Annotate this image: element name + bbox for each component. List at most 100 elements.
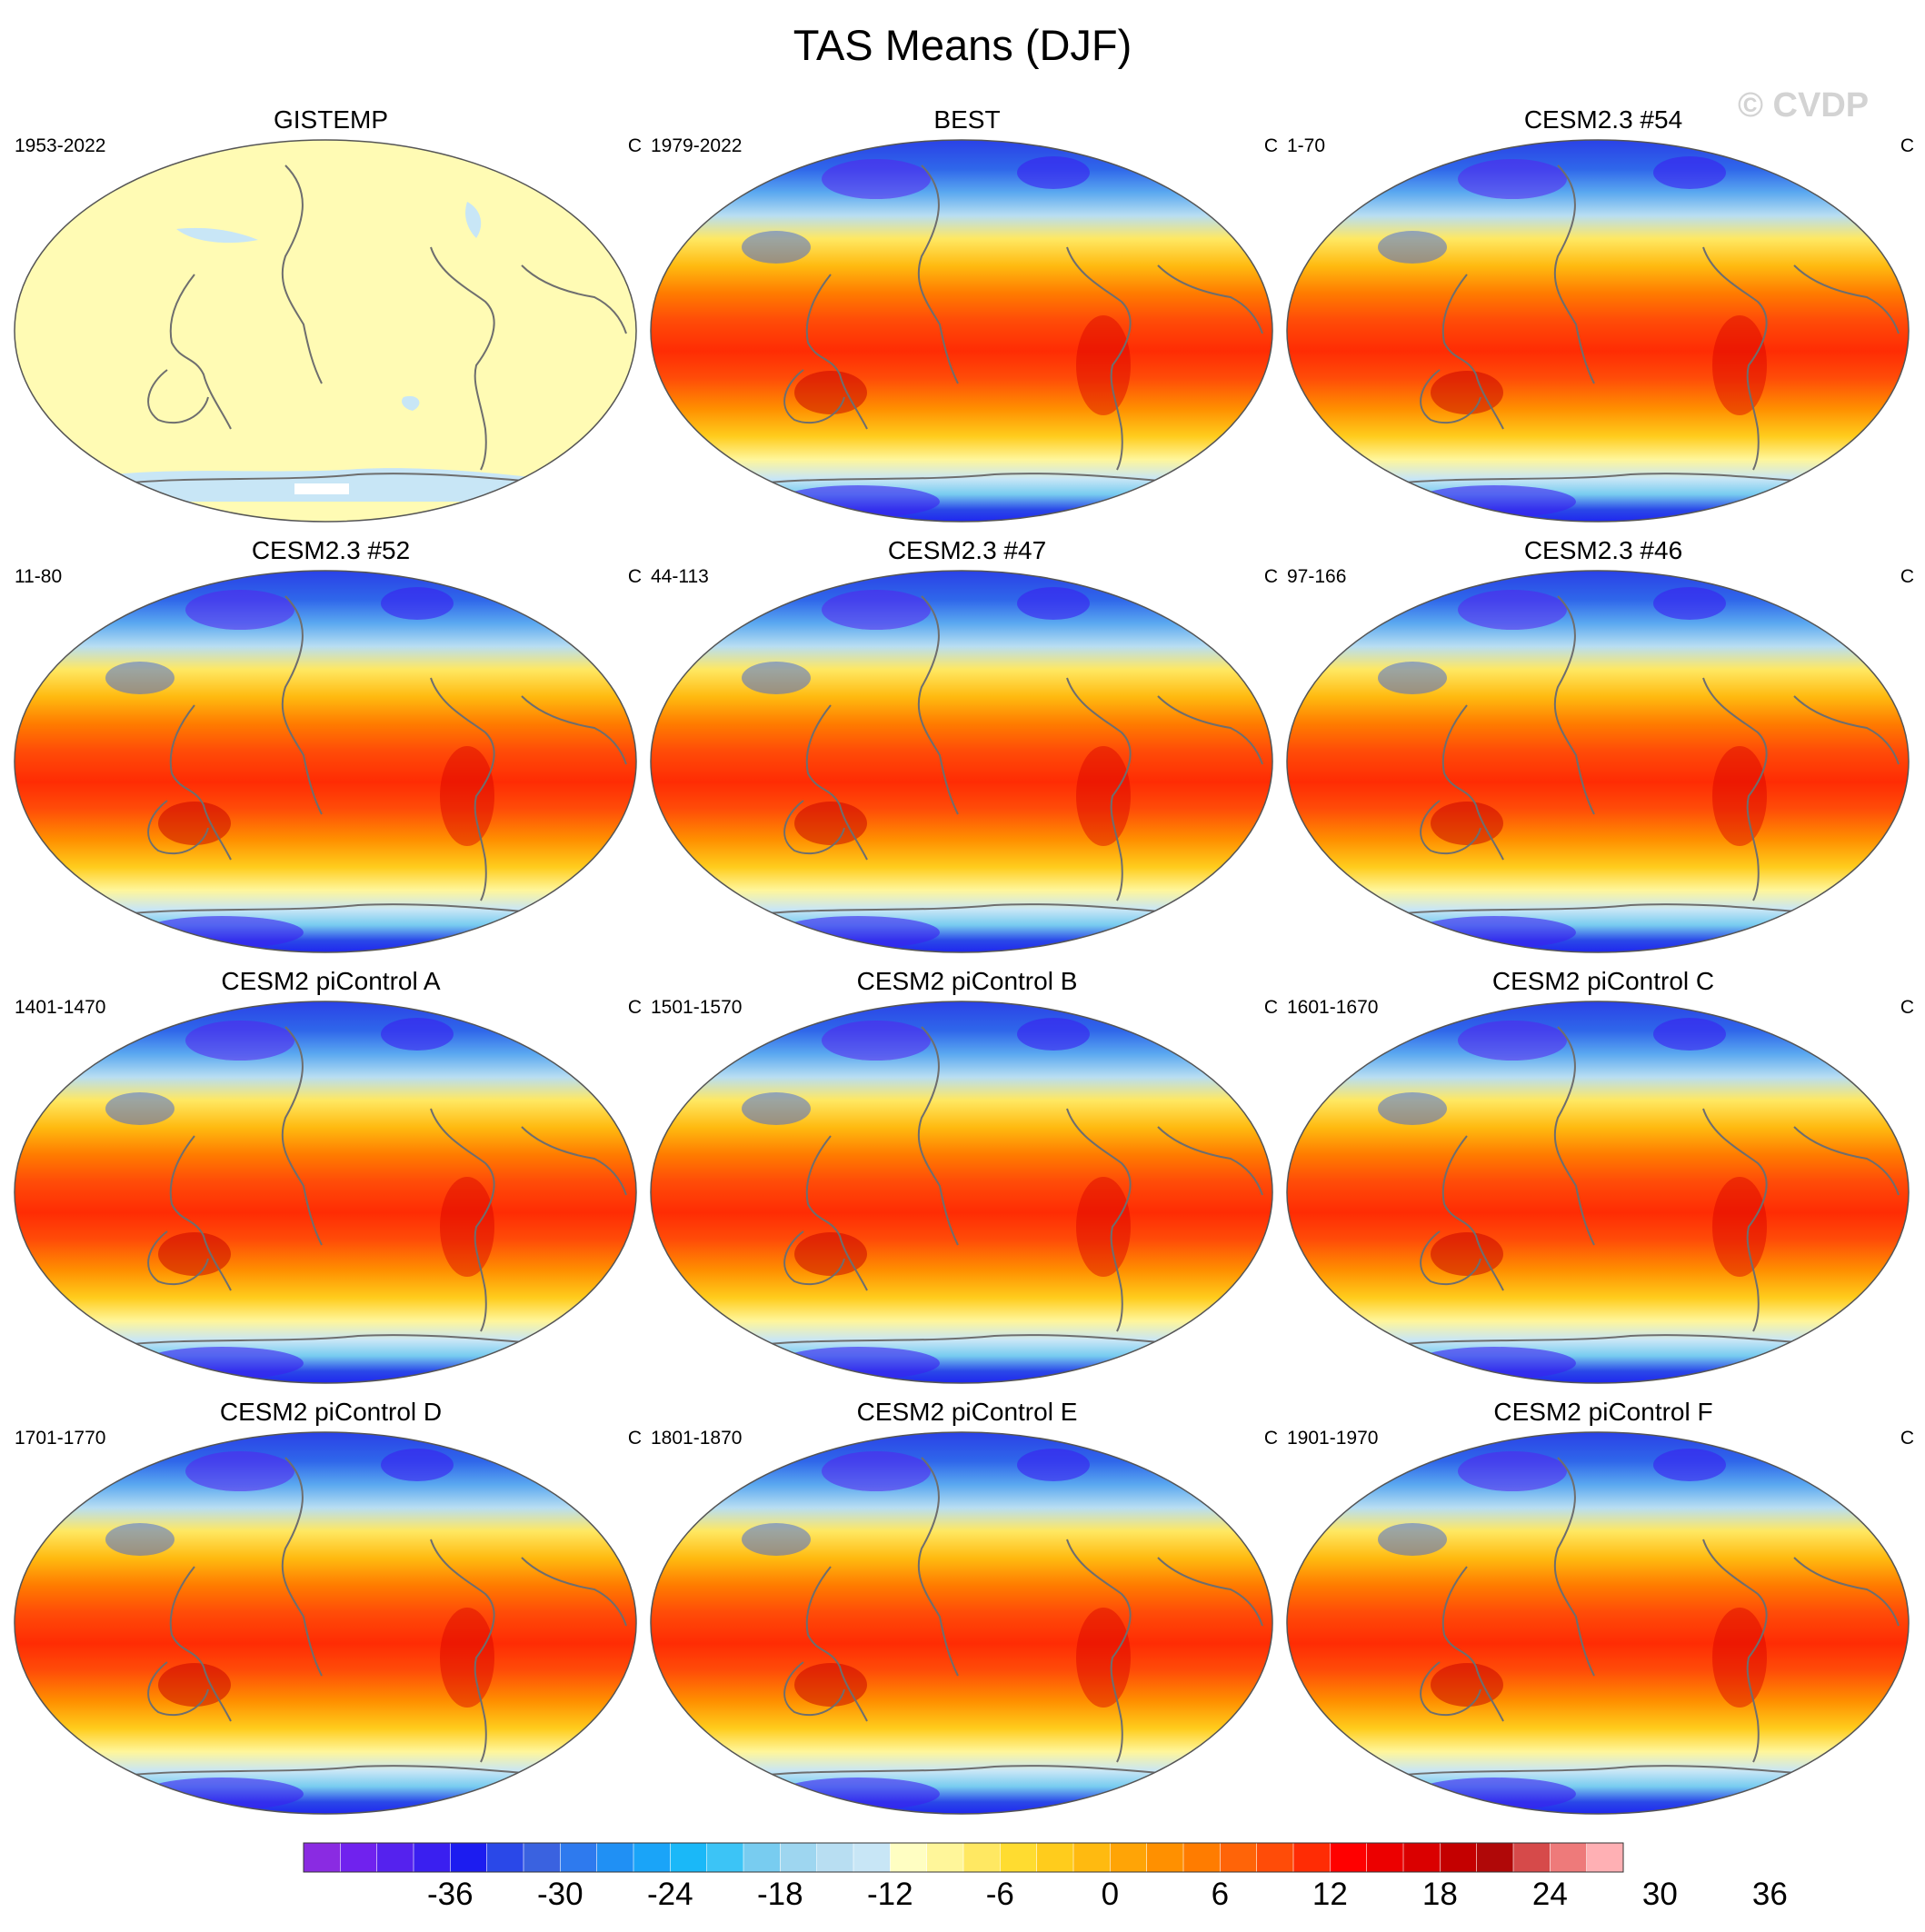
map-field: [650, 139, 1273, 523]
map-field: [14, 570, 637, 953]
colorbar-swatch: [1292, 1842, 1332, 1873]
map-panel: CESM2.3 #54 1-70 C: [1285, 105, 1921, 533]
panel-title: CESM2.3 #46: [1523, 536, 1683, 564]
panel-units: C: [1900, 566, 1914, 587]
panel-units: C: [1900, 135, 1914, 156]
colorbar-swatch: [303, 1842, 342, 1873]
colorbar-swatch: [1000, 1842, 1038, 1873]
map-field: [1286, 1001, 1910, 1384]
panel-units: C: [627, 1428, 642, 1449]
map-field: [650, 570, 1273, 953]
colorbar-swatch: [780, 1842, 818, 1873]
colorbar-swatch: [816, 1842, 854, 1873]
map-field: [14, 1431, 637, 1815]
panel-period: 11-80: [15, 566, 63, 587]
colorbar-swatch: [1110, 1842, 1148, 1873]
panel-period: 1801-1870: [651, 1428, 743, 1449]
map-panel: CESM2 piControl A 1401-1470 C: [13, 967, 649, 1394]
colorbar-swatch: [1036, 1842, 1074, 1873]
panel-units: C: [1263, 135, 1278, 156]
colorbar-swatch: [523, 1842, 562, 1873]
colorbar-swatch: [560, 1842, 598, 1873]
colorbar-tick-label: 18: [1422, 1877, 1458, 1912]
colorbar-swatch: [1330, 1842, 1368, 1873]
map-field: [1286, 1431, 1910, 1815]
colorbar-swatch: [596, 1842, 634, 1873]
map-field: [14, 139, 637, 523]
map-panel: CESM2.3 #52 11-80 C: [13, 536, 649, 963]
colorbar-swatch: [1550, 1842, 1588, 1873]
panel-units: C: [1900, 1428, 1914, 1449]
map-panel: GISTEMP 1953-2022 C: [13, 105, 649, 533]
panel-units: C: [1263, 566, 1278, 587]
panel-period: 1979-2022: [651, 135, 743, 156]
colorbar-swatch: [1220, 1842, 1258, 1873]
panel-title: GISTEMP: [273, 105, 388, 134]
map-panel: CESM2 piControl B 1501-1570 C: [649, 967, 1285, 1394]
map-panel: CESM2.3 #46 97-166 C: [1285, 536, 1921, 963]
colorbar-swatch: [1072, 1842, 1112, 1873]
colorbar-swatch: [853, 1842, 892, 1873]
panel-title: CESM2 piControl C: [1491, 967, 1715, 995]
colorbar-swatch: [340, 1842, 378, 1873]
colorbar-swatch: [376, 1842, 414, 1873]
panel-units: C: [1900, 997, 1914, 1018]
panel-period: 1401-1470: [15, 997, 106, 1018]
panel-title: CESM2 piControl E: [856, 1398, 1078, 1426]
colorbar-tick-label: -18: [757, 1877, 803, 1912]
colorbar-tick-label: 0: [1102, 1877, 1119, 1912]
colorbar-tick-label: 12: [1312, 1877, 1348, 1912]
colorbar-swatch: [1402, 1842, 1441, 1873]
panel-units: C: [627, 566, 642, 587]
panel-period: 1601-1670: [1287, 997, 1379, 1018]
panel-title: CESM2.3 #52: [251, 536, 411, 564]
panel-period: 1501-1570: [651, 997, 743, 1018]
colorbar-tick-label: -6: [986, 1877, 1014, 1912]
panel-title: CESM2 piControl F: [1493, 1398, 1713, 1426]
colorbar-tick-label: 36: [1752, 1877, 1788, 1912]
cvdp-watermark: © CVDP: [1738, 86, 1870, 124]
colorbar-swatch: [890, 1842, 928, 1873]
colorbar-swatch: [450, 1842, 488, 1873]
colorbar-swatch: [1476, 1842, 1514, 1873]
colorbar-swatch: [670, 1842, 708, 1873]
colorbar-tick-label: -36: [427, 1877, 474, 1912]
panel-title: CESM2.3 #54: [1523, 105, 1683, 134]
panel-units: C: [1263, 997, 1278, 1018]
map-panel: CESM2.3 #47 44-113 C: [649, 536, 1285, 963]
colorbar-swatch: [1366, 1842, 1404, 1873]
map-field: [1286, 139, 1910, 523]
panel-units: C: [627, 997, 642, 1018]
panel-title: BEST: [933, 105, 1001, 134]
colorbar-swatch: [743, 1842, 782, 1873]
panel-period: 1953-2022: [15, 135, 106, 156]
figure-title: TAS Means (DJF): [793, 21, 1132, 69]
panel-title: CESM2.3 #47: [887, 536, 1047, 564]
colorbar-tick-label: 6: [1212, 1877, 1229, 1912]
colorbar-swatch: [1586, 1842, 1624, 1873]
panel-period: 44-113: [651, 566, 709, 587]
panel-title: CESM2 piControl D: [219, 1398, 443, 1426]
panel-period: 1901-1970: [1287, 1428, 1379, 1449]
panel-units: C: [1263, 1428, 1278, 1449]
colorbar-swatch: [706, 1842, 744, 1873]
colorbar-swatch: [962, 1842, 1002, 1873]
colorbar-tick-label: -30: [537, 1877, 583, 1912]
panel-units: C: [627, 135, 642, 156]
colorbar-swatch: [486, 1842, 524, 1873]
panel-title: CESM2 piControl A: [221, 967, 441, 995]
colorbar-tick-label: 24: [1532, 1877, 1568, 1912]
map-panel: BEST 1979-2022 C: [649, 105, 1285, 533]
panel-period: 1701-1770: [15, 1428, 106, 1449]
panel-period: 1-70: [1287, 135, 1326, 156]
map-panel: CESM2 piControl E 1801-1870 C: [649, 1398, 1285, 1825]
colorbar-swatch: [413, 1842, 452, 1873]
colorbar-tick-label: -24: [647, 1877, 693, 1912]
map-panel: CESM2 piControl F 1901-1970 C: [1285, 1398, 1921, 1825]
panel-period: 97-166: [1287, 566, 1347, 587]
map-panel: CESM2 piControl C 1601-1670 C: [1285, 967, 1921, 1394]
colorbar-swatch: [1256, 1842, 1294, 1873]
colorbar-swatch: [1182, 1842, 1222, 1873]
map-field: [1286, 570, 1910, 953]
colorbar-tick-label: 30: [1642, 1877, 1678, 1912]
